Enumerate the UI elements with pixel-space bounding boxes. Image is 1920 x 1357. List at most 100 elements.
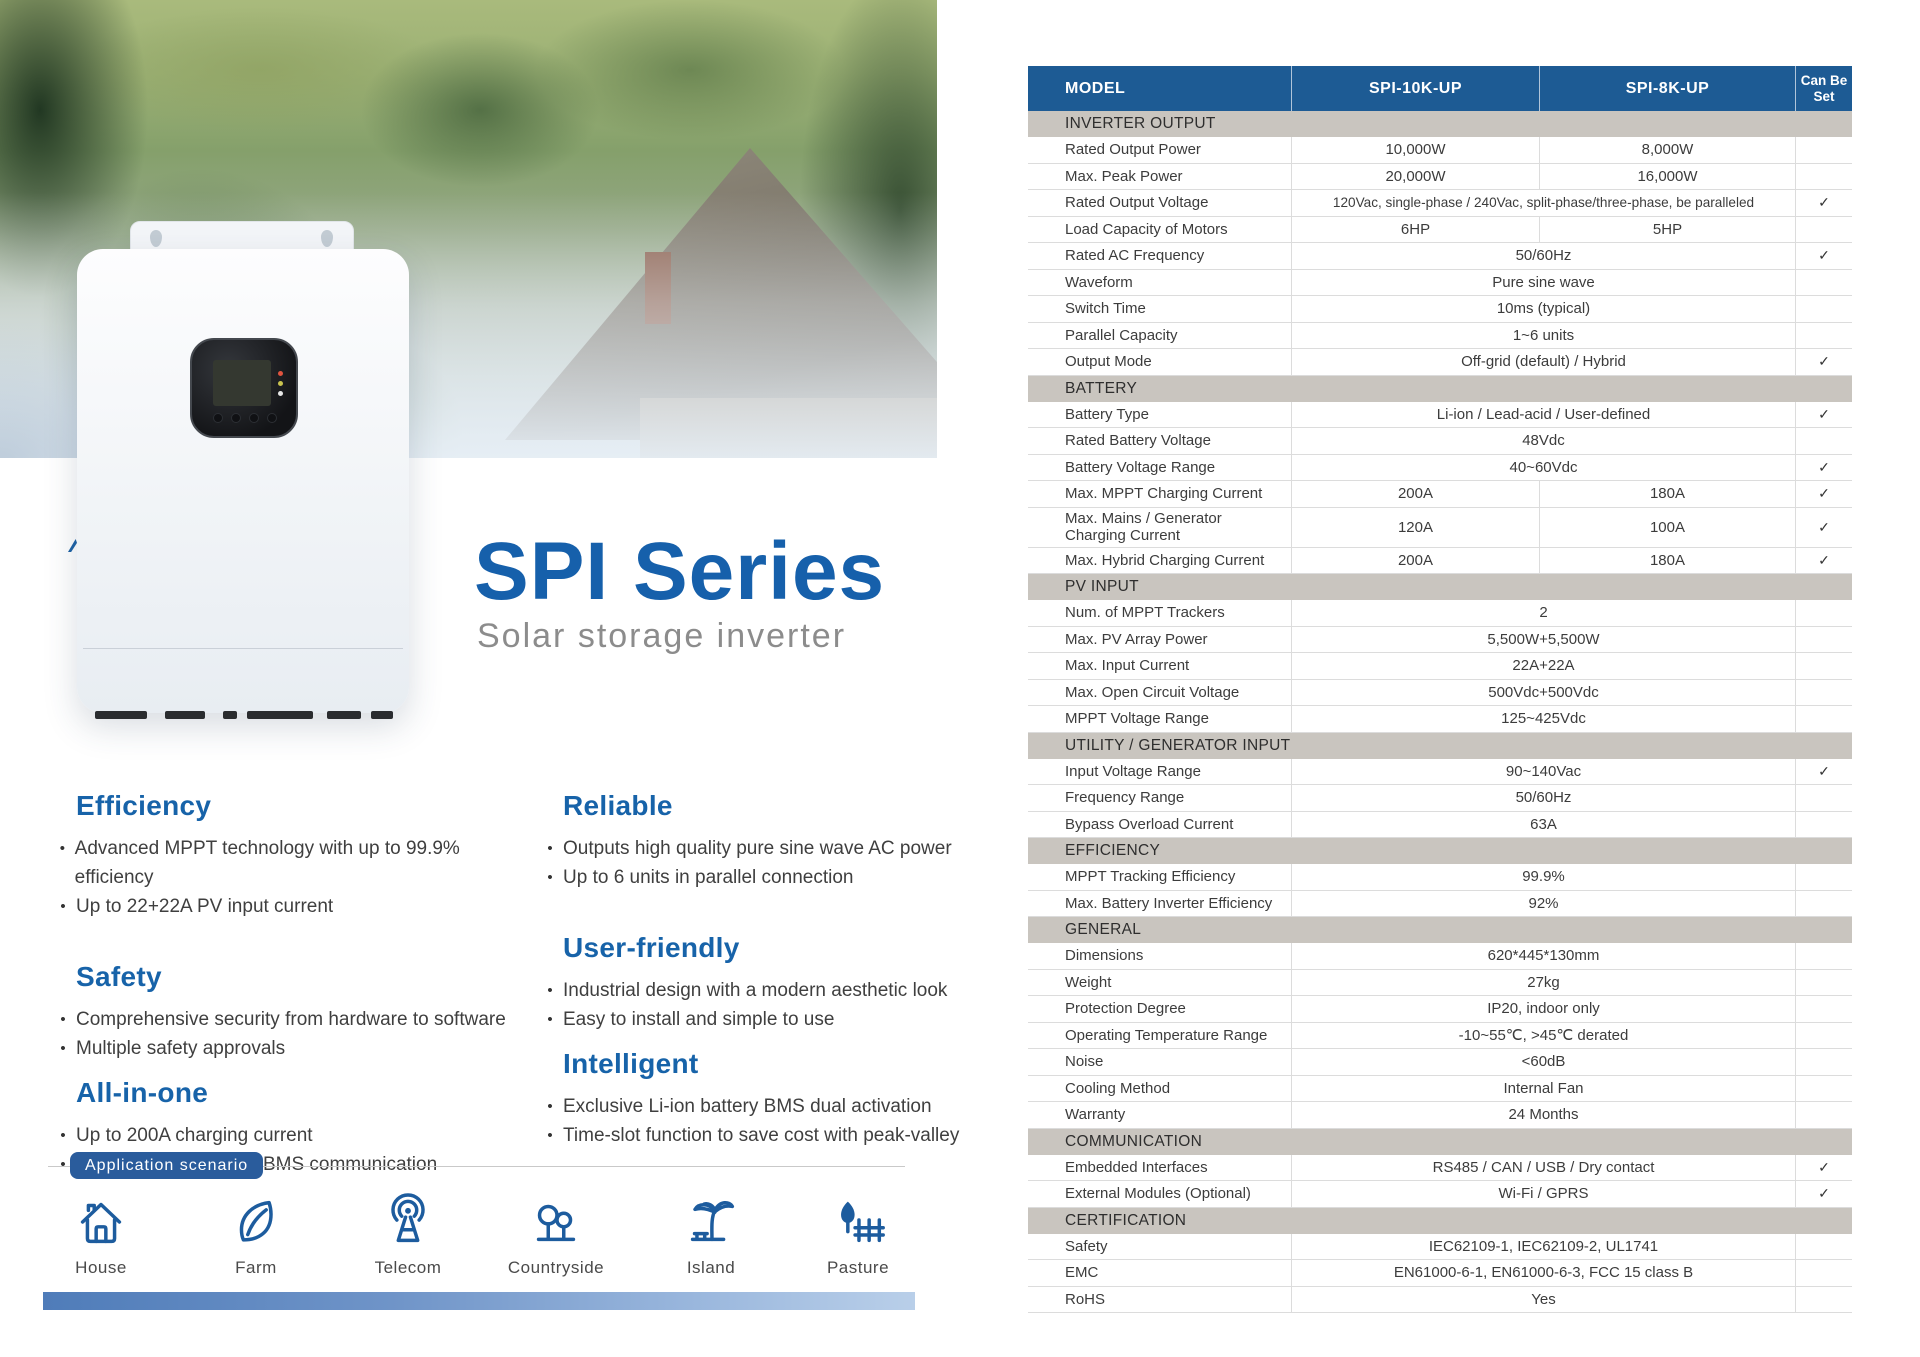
spec-can-be-set [1795,996,1852,1022]
spec-can-be-set: ✓ [1795,547,1852,573]
connector-stub [327,711,361,719]
feature-bullet: • Time-slot function to save cost with pe… [537,1121,967,1150]
spec-can-be-set [1795,1049,1852,1075]
bullet-dot: • [60,1040,66,1057]
spec-label: Frequency Range [1065,789,1185,807]
spec-value-span: 48Vdc [1291,428,1795,454]
spec-row: MPPT Tracking Efficiency 99.9% [1028,864,1852,891]
spec-can-be-set [1795,864,1852,890]
bullet-dot: • [60,1156,66,1173]
feature-block-reliable: Reliable • Outputs high quality pure sine … [537,790,967,892]
spec-value-span: 90~140Vac [1291,758,1795,784]
spec-value-span: 120Vac, single-phase / 240Vac, split-pha… [1291,190,1795,216]
spec-label: MPPT Tracking Efficiency [1065,868,1236,886]
feature-block-efficiency: Efficiency • Advanced MPPT technology with… [50,790,520,921]
feature-bullet: • Up to 200A charging current [50,1121,520,1150]
spec-can-be-set [1795,943,1852,969]
spec-value-10k: 200A [1291,547,1539,573]
bullet-dot: • [547,1011,553,1028]
spec-value-span: 24 Months [1291,1102,1795,1128]
feature-block-user-friendly: User-friendly • Industrial design with a m… [537,932,967,1034]
scenario-item-pasture: Pasture [793,1190,923,1278]
bullet-text: Comprehensive security from hardware to … [76,1009,506,1030]
page-subtitle: Solar storage inverter [477,617,847,655]
spec-row: Max. Hybrid Charging Current 200A 180A ✓ [1028,547,1852,574]
spec-can-be-set [1795,1075,1852,1101]
spec-label: EMC [1065,1264,1099,1282]
spec-label: Switch Time [1065,300,1146,318]
spec-label: Waveform [1065,273,1133,291]
spec-value-span: 92% [1291,890,1795,916]
feature-bullet: • Easy to install and simple to use [537,1005,967,1034]
spec-label: Max. Hybrid Charging Current [1065,551,1265,569]
spec-row: Parallel Capacity 1~6 units [1028,322,1852,349]
scenario-label: Pasture [826,1258,890,1277]
spec-value-10k: 20,000W [1291,163,1539,189]
spec-value-span: Wi-Fi / GPRS [1291,1181,1795,1207]
table-section-title: GENERAL [1028,917,1852,943]
spec-value-span: 99.9% [1291,864,1795,890]
connector-stub [95,711,147,719]
spec-can-be-set [1795,706,1852,732]
table-header-model: MODEL [1065,79,1126,97]
bullet-text: Up to 6 units in parallel connection [563,867,854,888]
spec-value-span: Pure sine wave [1291,269,1795,295]
spec-value-span: EN61000-6-1, EN61000-6-3, FCC 15 class B [1291,1260,1795,1286]
spec-label: Noise [1065,1053,1104,1071]
spec-row: Rated Output Voltage 120Vac, single-phase… [1028,190,1852,217]
spec-row: Max. Open Circuit Voltage 500Vdc+500Vdc [1028,679,1852,706]
spec-value-span: 2 [1291,600,1795,626]
application-scenario-badge: Application scenario [70,1152,264,1179]
spec-can-be-set [1795,679,1852,705]
bullet-dot: • [547,1127,553,1144]
section-divider-line [48,1166,905,1167]
spec-row: Dimensions 620*445*130mm [1028,943,1852,970]
spec-value-8k: 100A [1539,507,1795,547]
spec-can-be-set [1795,322,1852,348]
spec-row: Rated Battery Voltage 48Vdc [1028,428,1852,455]
spec-label: Safety [1065,1237,1108,1255]
spec-row: Max. MPPT Charging Current 200A 180A ✓ [1028,481,1852,508]
spec-can-be-set [1795,1233,1852,1259]
spec-row: Safety IEC62109-1, IEC62109-2, UL1741 [1028,1233,1852,1260]
spec-row: Max. Peak Power 20,000W 16,000W [1028,163,1852,190]
spec-label: Max. MPPT Charging Current [1065,485,1263,503]
scenario-label: Telecom [374,1258,442,1277]
spec-value-8k: 180A [1539,547,1795,573]
spec-label: RoHS [1065,1290,1106,1308]
table-header-model-2: SPI-8K-UP [1539,66,1795,111]
feature-bullet: • Up to 6 units in parallel connection [537,863,967,892]
spec-can-be-set: ✓ [1795,190,1852,216]
spec-value-span: IP20, indoor only [1291,996,1795,1022]
farm-icon [239,1200,273,1242]
feature-bullet: • Comprehensive security from hardware to… [50,1005,520,1034]
spec-can-be-set: ✓ [1795,243,1852,269]
spec-value-span: 5,500W+5,500W [1291,626,1795,652]
spec-table: MODEL SPI-10K-UP SPI-8K-UP Can Be Set INVERT… [1028,66,1852,1313]
spec-can-be-set: ✓ [1795,507,1852,547]
feature-heading: Reliable [563,790,673,821]
spec-row: Warranty 24 Months [1028,1102,1852,1129]
spec-label: Embedded Interfaces [1065,1158,1208,1176]
spec-can-be-set [1795,626,1852,652]
spec-can-be-set [1795,600,1852,626]
spec-can-be-set: ✓ [1795,1154,1852,1180]
spec-can-be-set [1795,969,1852,995]
feature-bullet: • Exclusive Li-ion battery BMS dual activ… [537,1092,967,1121]
spec-row: Battery Type Li-ion / Lead-acid / User-de… [1028,401,1852,428]
scenario-item-telecom: Telecom [343,1190,473,1278]
spec-label: Dimensions [1065,947,1144,965]
spec-value-span: <60dB [1291,1049,1795,1075]
scenario-item-house: House [36,1190,166,1278]
spec-row: Output Mode Off-grid (default) / Hybrid ✓ [1028,349,1852,376]
spec-value-span: 10ms (typical) [1291,296,1795,322]
spec-label: Max. Mains / Generator Charging Current [1065,509,1222,544]
scenario-label: Countryside [507,1258,605,1277]
spec-label: Max. Input Current [1065,657,1190,675]
spec-can-be-set [1795,653,1852,679]
bullet-text: Easy to install and simple to use [563,1009,835,1030]
spec-value-span: 1~6 units [1291,322,1795,348]
spec-label: Cooling Method [1065,1079,1171,1097]
spec-can-be-set: ✓ [1795,481,1852,507]
